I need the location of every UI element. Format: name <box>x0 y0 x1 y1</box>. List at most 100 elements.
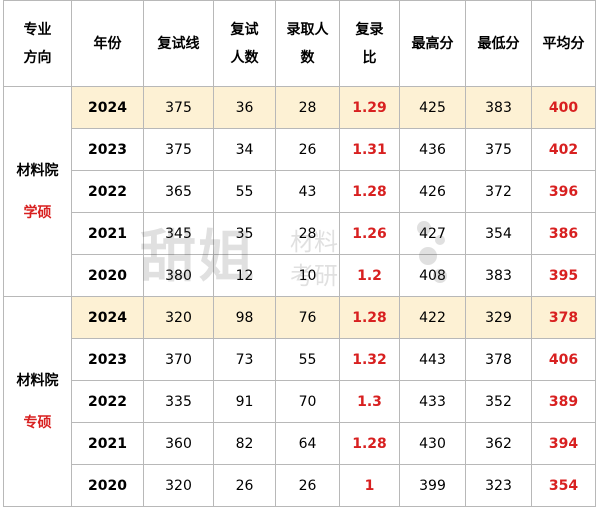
major-cell: 材料院 学硕 <box>3 86 72 297</box>
header-max: 最高分 <box>399 0 466 87</box>
ratio-cell: 1.2 <box>339 254 400 297</box>
admitted-cell: 70 <box>275 380 340 423</box>
cutoff-cell: 360 <box>143 422 214 465</box>
year-cell: 2024 <box>71 296 144 339</box>
avg-cell: 395 <box>531 254 596 297</box>
major-degree: 学硕 <box>23 204 52 221</box>
year-cell: 2024 <box>71 86 144 129</box>
retest-cell: 82 <box>213 422 276 465</box>
min-cell: 378 <box>465 338 532 381</box>
header-cutoff: 复试线 <box>143 0 214 87</box>
table-row: 2022 365 55 43 1.28 426 372 396 <box>4 170 596 213</box>
cutoff-cell: 320 <box>143 296 214 339</box>
ratio-cell: 1.26 <box>339 212 400 255</box>
retest-cell: 98 <box>213 296 276 339</box>
table-row: 2020 380 12 10 1.2 408 383 395 <box>4 254 596 297</box>
admission-stats-table: 专业 方向 年份 复试线 复试 人数 录取人 数 复录 比 最高分 最低分 平均… <box>3 0 596 507</box>
major-degree: 专硕 <box>23 414 52 431</box>
header-cutoff-label: 复试线 <box>157 35 200 52</box>
year-cell: 2023 <box>71 338 144 381</box>
table-row: 材料院 学硕 2024 375 36 28 1.29 425 383 400 <box>3 86 596 297</box>
header-ratio-line1: 复录 <box>355 21 384 38</box>
ratio-cell: 1.29 <box>339 86 400 129</box>
max-cell: 433 <box>399 380 466 423</box>
ratio-cell: 1.32 <box>339 338 400 381</box>
header-year: 年份 <box>71 0 144 87</box>
admitted-cell: 43 <box>275 170 340 213</box>
header-retest: 复试 人数 <box>213 0 276 87</box>
table-row: 2020 320 26 26 1 399 323 354 <box>4 464 596 507</box>
max-cell: 436 <box>399 128 466 171</box>
header-max-label: 最高分 <box>411 35 454 52</box>
admitted-cell: 10 <box>275 254 340 297</box>
year-cell: 2020 <box>71 464 144 507</box>
min-cell: 372 <box>465 170 532 213</box>
avg-cell: 389 <box>531 380 596 423</box>
min-cell: 323 <box>465 464 532 507</box>
year-cell: 2022 <box>71 170 144 213</box>
retest-cell: 34 <box>213 128 276 171</box>
year-cell: 2021 <box>71 212 144 255</box>
avg-cell: 402 <box>531 128 596 171</box>
admitted-cell: 28 <box>275 86 340 129</box>
table-row: 2022 335 91 70 1.3 433 352 389 <box>4 380 596 423</box>
admitted-cell: 76 <box>275 296 340 339</box>
table-row: 2021 345 35 28 1.26 427 354 386 <box>4 212 596 255</box>
ratio-cell: 1.31 <box>339 128 400 171</box>
header-min: 最低分 <box>465 0 532 87</box>
header-year-label: 年份 <box>93 35 122 52</box>
min-cell: 329 <box>465 296 532 339</box>
admitted-cell: 28 <box>275 212 340 255</box>
avg-cell: 354 <box>531 464 596 507</box>
header-ratio: 复录 比 <box>339 0 400 87</box>
header-major: 专业 方向 <box>3 0 72 87</box>
cutoff-cell: 345 <box>143 212 214 255</box>
cutoff-cell: 380 <box>143 254 214 297</box>
avg-cell: 378 <box>531 296 596 339</box>
retest-cell: 12 <box>213 254 276 297</box>
header-admitted-line1: 录取人 <box>286 21 329 38</box>
table-row: 2023 375 34 26 1.31 436 375 402 <box>4 128 596 171</box>
header-retest-line1: 复试 <box>230 21 259 38</box>
max-cell: 426 <box>399 170 466 213</box>
max-cell: 430 <box>399 422 466 465</box>
admitted-cell: 64 <box>275 422 340 465</box>
ratio-cell: 1.3 <box>339 380 400 423</box>
major-dept: 材料院 <box>16 162 59 179</box>
major-dept: 材料院 <box>16 372 59 389</box>
max-cell: 427 <box>399 212 466 255</box>
year-cell: 2020 <box>71 254 144 297</box>
avg-cell: 396 <box>531 170 596 213</box>
retest-cell: 55 <box>213 170 276 213</box>
header-ratio-line2: 比 <box>362 49 377 66</box>
year-cell: 2023 <box>71 128 144 171</box>
retest-cell: 73 <box>213 338 276 381</box>
min-cell: 383 <box>465 86 532 129</box>
ratio-cell: 1.28 <box>339 170 400 213</box>
year-cell: 2021 <box>71 422 144 465</box>
table-row: 2021 360 82 64 1.28 430 362 394 <box>4 422 596 465</box>
table-row: 材料院专硕 2024 320 98 76 1.28 422 329 378 <box>3 296 596 507</box>
ratio-cell: 1 <box>339 464 400 507</box>
header-major-line1: 专业 <box>23 21 52 38</box>
header-admitted: 录取人 数 <box>275 0 340 87</box>
min-cell: 352 <box>465 380 532 423</box>
header-major-line2: 方向 <box>23 49 52 66</box>
admitted-cell: 26 <box>275 464 340 507</box>
ratio-cell: 1.28 <box>339 296 400 339</box>
max-cell: 425 <box>399 86 466 129</box>
cutoff-cell: 370 <box>143 338 214 381</box>
min-cell: 362 <box>465 422 532 465</box>
avg-cell: 400 <box>531 86 596 129</box>
avg-cell: 394 <box>531 422 596 465</box>
cutoff-cell: 375 <box>143 128 214 171</box>
retest-cell: 91 <box>213 380 276 423</box>
avg-cell: 406 <box>531 338 596 381</box>
header-admitted-line2: 数 <box>300 49 315 66</box>
header-retest-line2: 人数 <box>230 49 259 66</box>
min-cell: 383 <box>465 254 532 297</box>
max-cell: 422 <box>399 296 466 339</box>
admitted-cell: 55 <box>275 338 340 381</box>
cutoff-cell: 365 <box>143 170 214 213</box>
cutoff-cell: 375 <box>143 86 214 129</box>
